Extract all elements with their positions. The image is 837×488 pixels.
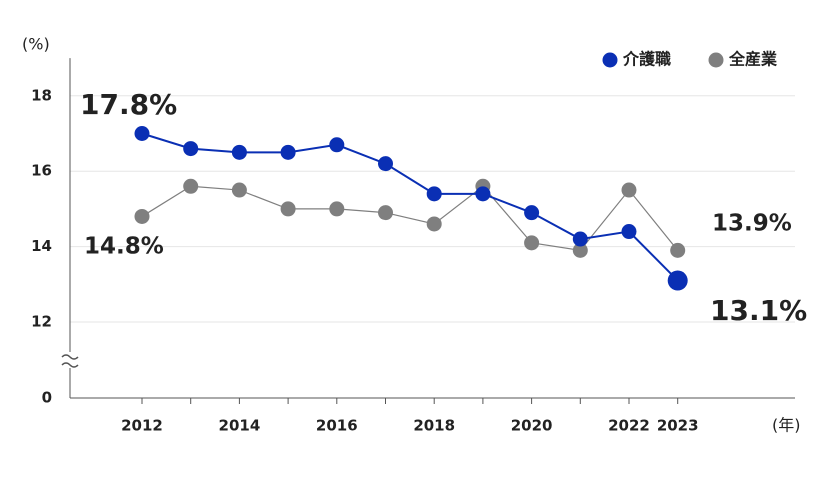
data-point xyxy=(524,205,540,221)
x-tick-label: 2018 xyxy=(413,417,455,435)
annotation: 13.9% xyxy=(712,211,792,237)
axis-break-gap xyxy=(60,352,80,368)
data-point xyxy=(134,208,150,224)
series-line xyxy=(141,185,679,252)
data-point xyxy=(572,231,588,247)
annotation: 13.1% xyxy=(710,294,807,327)
data-point xyxy=(524,235,540,251)
data-point xyxy=(231,144,247,160)
y-unit: (%) xyxy=(22,35,50,54)
data-point xyxy=(280,144,296,160)
x-tick-label: 2020 xyxy=(511,417,553,435)
data-point xyxy=(621,182,637,198)
x-tick-label: 2016 xyxy=(316,417,358,435)
data-point xyxy=(475,186,491,202)
data-point xyxy=(183,141,199,157)
legend-marker xyxy=(602,52,618,68)
data-point xyxy=(134,126,150,141)
x-tick-label: 2014 xyxy=(219,417,261,435)
data-point xyxy=(329,201,345,217)
data-point xyxy=(426,216,442,232)
data-point xyxy=(378,205,393,221)
data-point xyxy=(329,137,345,153)
legend-label: 全産業 xyxy=(728,50,778,69)
axis-break xyxy=(61,354,79,368)
annotation: 14.8% xyxy=(84,234,164,260)
x-unit: (年) xyxy=(772,416,801,435)
legend-marker xyxy=(708,52,724,68)
data-point xyxy=(183,178,199,194)
data-point xyxy=(572,242,588,258)
y-tick-label: 12 xyxy=(31,313,52,331)
y-tick-label: 14 xyxy=(31,237,52,255)
data-point xyxy=(280,201,296,217)
data-point xyxy=(670,242,686,258)
x-tick-label: 2022 xyxy=(608,417,650,435)
y-tick-label: 16 xyxy=(31,162,52,180)
data-point xyxy=(378,156,393,172)
data-point xyxy=(231,182,247,198)
series-line xyxy=(141,132,679,282)
y-tick-label: 0 xyxy=(42,389,52,407)
annotation: 17.8% xyxy=(80,88,177,121)
data-point xyxy=(667,270,688,291)
y-tick-label: 18 xyxy=(31,86,52,104)
data-point xyxy=(426,186,442,202)
legend-label: 介護職 xyxy=(622,50,671,69)
x-tick-label: 2012 xyxy=(121,417,163,435)
data-point xyxy=(621,224,637,240)
x-tick-label: 2023 xyxy=(657,417,699,435)
